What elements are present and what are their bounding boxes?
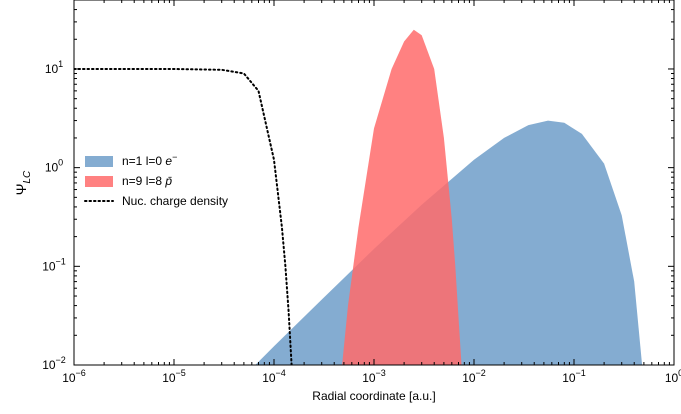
series-area-1 [342, 29, 462, 365]
legend-label-1: n=9 l=8 p̄ [122, 174, 172, 188]
x-tick-label: 10−5 [162, 368, 186, 385]
y-axis-label: ΨLC [13, 170, 33, 195]
x-axis-label: Radial coordinate [a.u.] [312, 389, 435, 403]
y-tick-label: 10−1 [42, 256, 66, 273]
y-tick-label: 101 [45, 59, 63, 76]
y-tick-label: 100 [45, 158, 63, 175]
legend-swatch-1 [85, 176, 113, 187]
legend-swatch-0 [85, 156, 113, 167]
series-line-2 [74, 68, 293, 365]
x-tick-label: 10−3 [362, 368, 386, 385]
legend-label-0: n=1 l=0 e− [122, 152, 177, 168]
x-tick-label: 10−1 [562, 368, 586, 385]
legend: n=1 l=0 e− n=9 l=8 p̄ Nuc. charge density [84, 152, 228, 208]
y-tick-label: 10−2 [42, 355, 66, 372]
x-tick-label: 10−4 [262, 368, 286, 385]
x-tick-label: 100 [665, 368, 681, 385]
x-tick-label: 10−2 [462, 368, 486, 385]
x-tick-label: 10−6 [62, 368, 86, 385]
legend-label-2: Nuc. charge density [122, 194, 228, 208]
ticks-layer: 10−6 10−5 10−4 10−3 10−2 10−1 100 10−2 10−1 100 10… [42, 0, 681, 385]
series-layer [74, 29, 643, 365]
